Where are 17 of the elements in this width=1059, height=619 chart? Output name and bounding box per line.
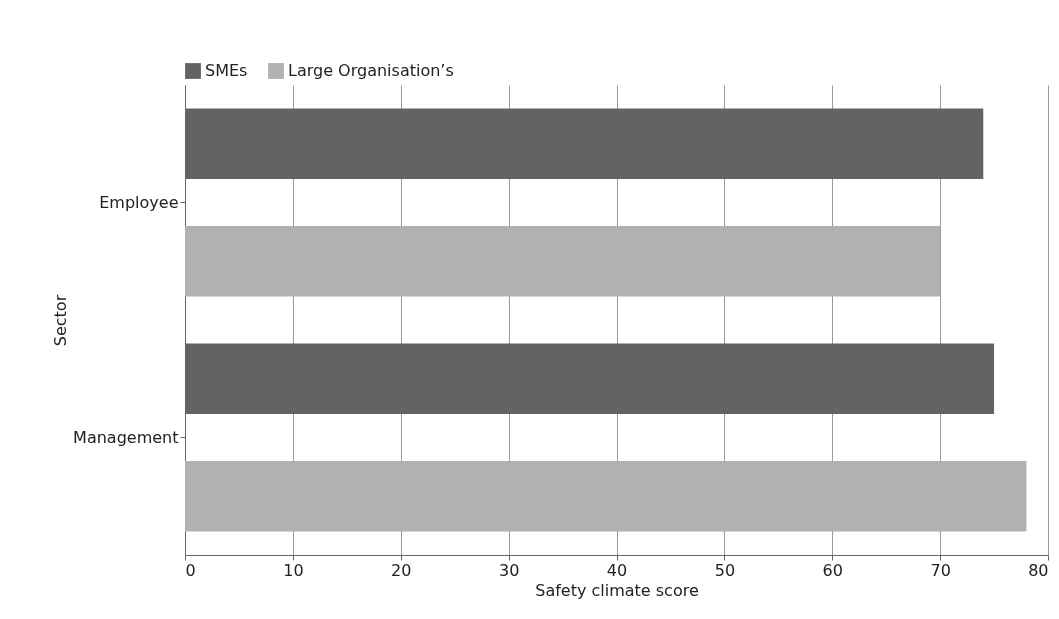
bar <box>185 461 1027 532</box>
x-tick-label: 30 <box>498 560 520 580</box>
bar <box>185 226 941 297</box>
y-axis-title: Sector <box>51 294 71 347</box>
legend-label: Large Organisation’s <box>288 61 454 80</box>
x-tick-label: 50 <box>714 560 736 580</box>
x-tick-label: 40 <box>606 560 628 580</box>
x-tick-label: 20 <box>391 560 412 580</box>
legend-label: SMEs <box>205 61 248 80</box>
x-tick-label: 0 <box>185 560 196 580</box>
x-tick-label: 80 <box>1028 560 1049 580</box>
x-tick-label: 10 <box>283 560 304 580</box>
x-tick-label: 70 <box>930 560 951 580</box>
y-tick-label: Management <box>73 427 179 447</box>
x-axis-title: Safety climate score <box>535 580 699 600</box>
x-tick-label: 60 <box>822 560 843 580</box>
y-tick-label: Employee <box>99 192 179 212</box>
